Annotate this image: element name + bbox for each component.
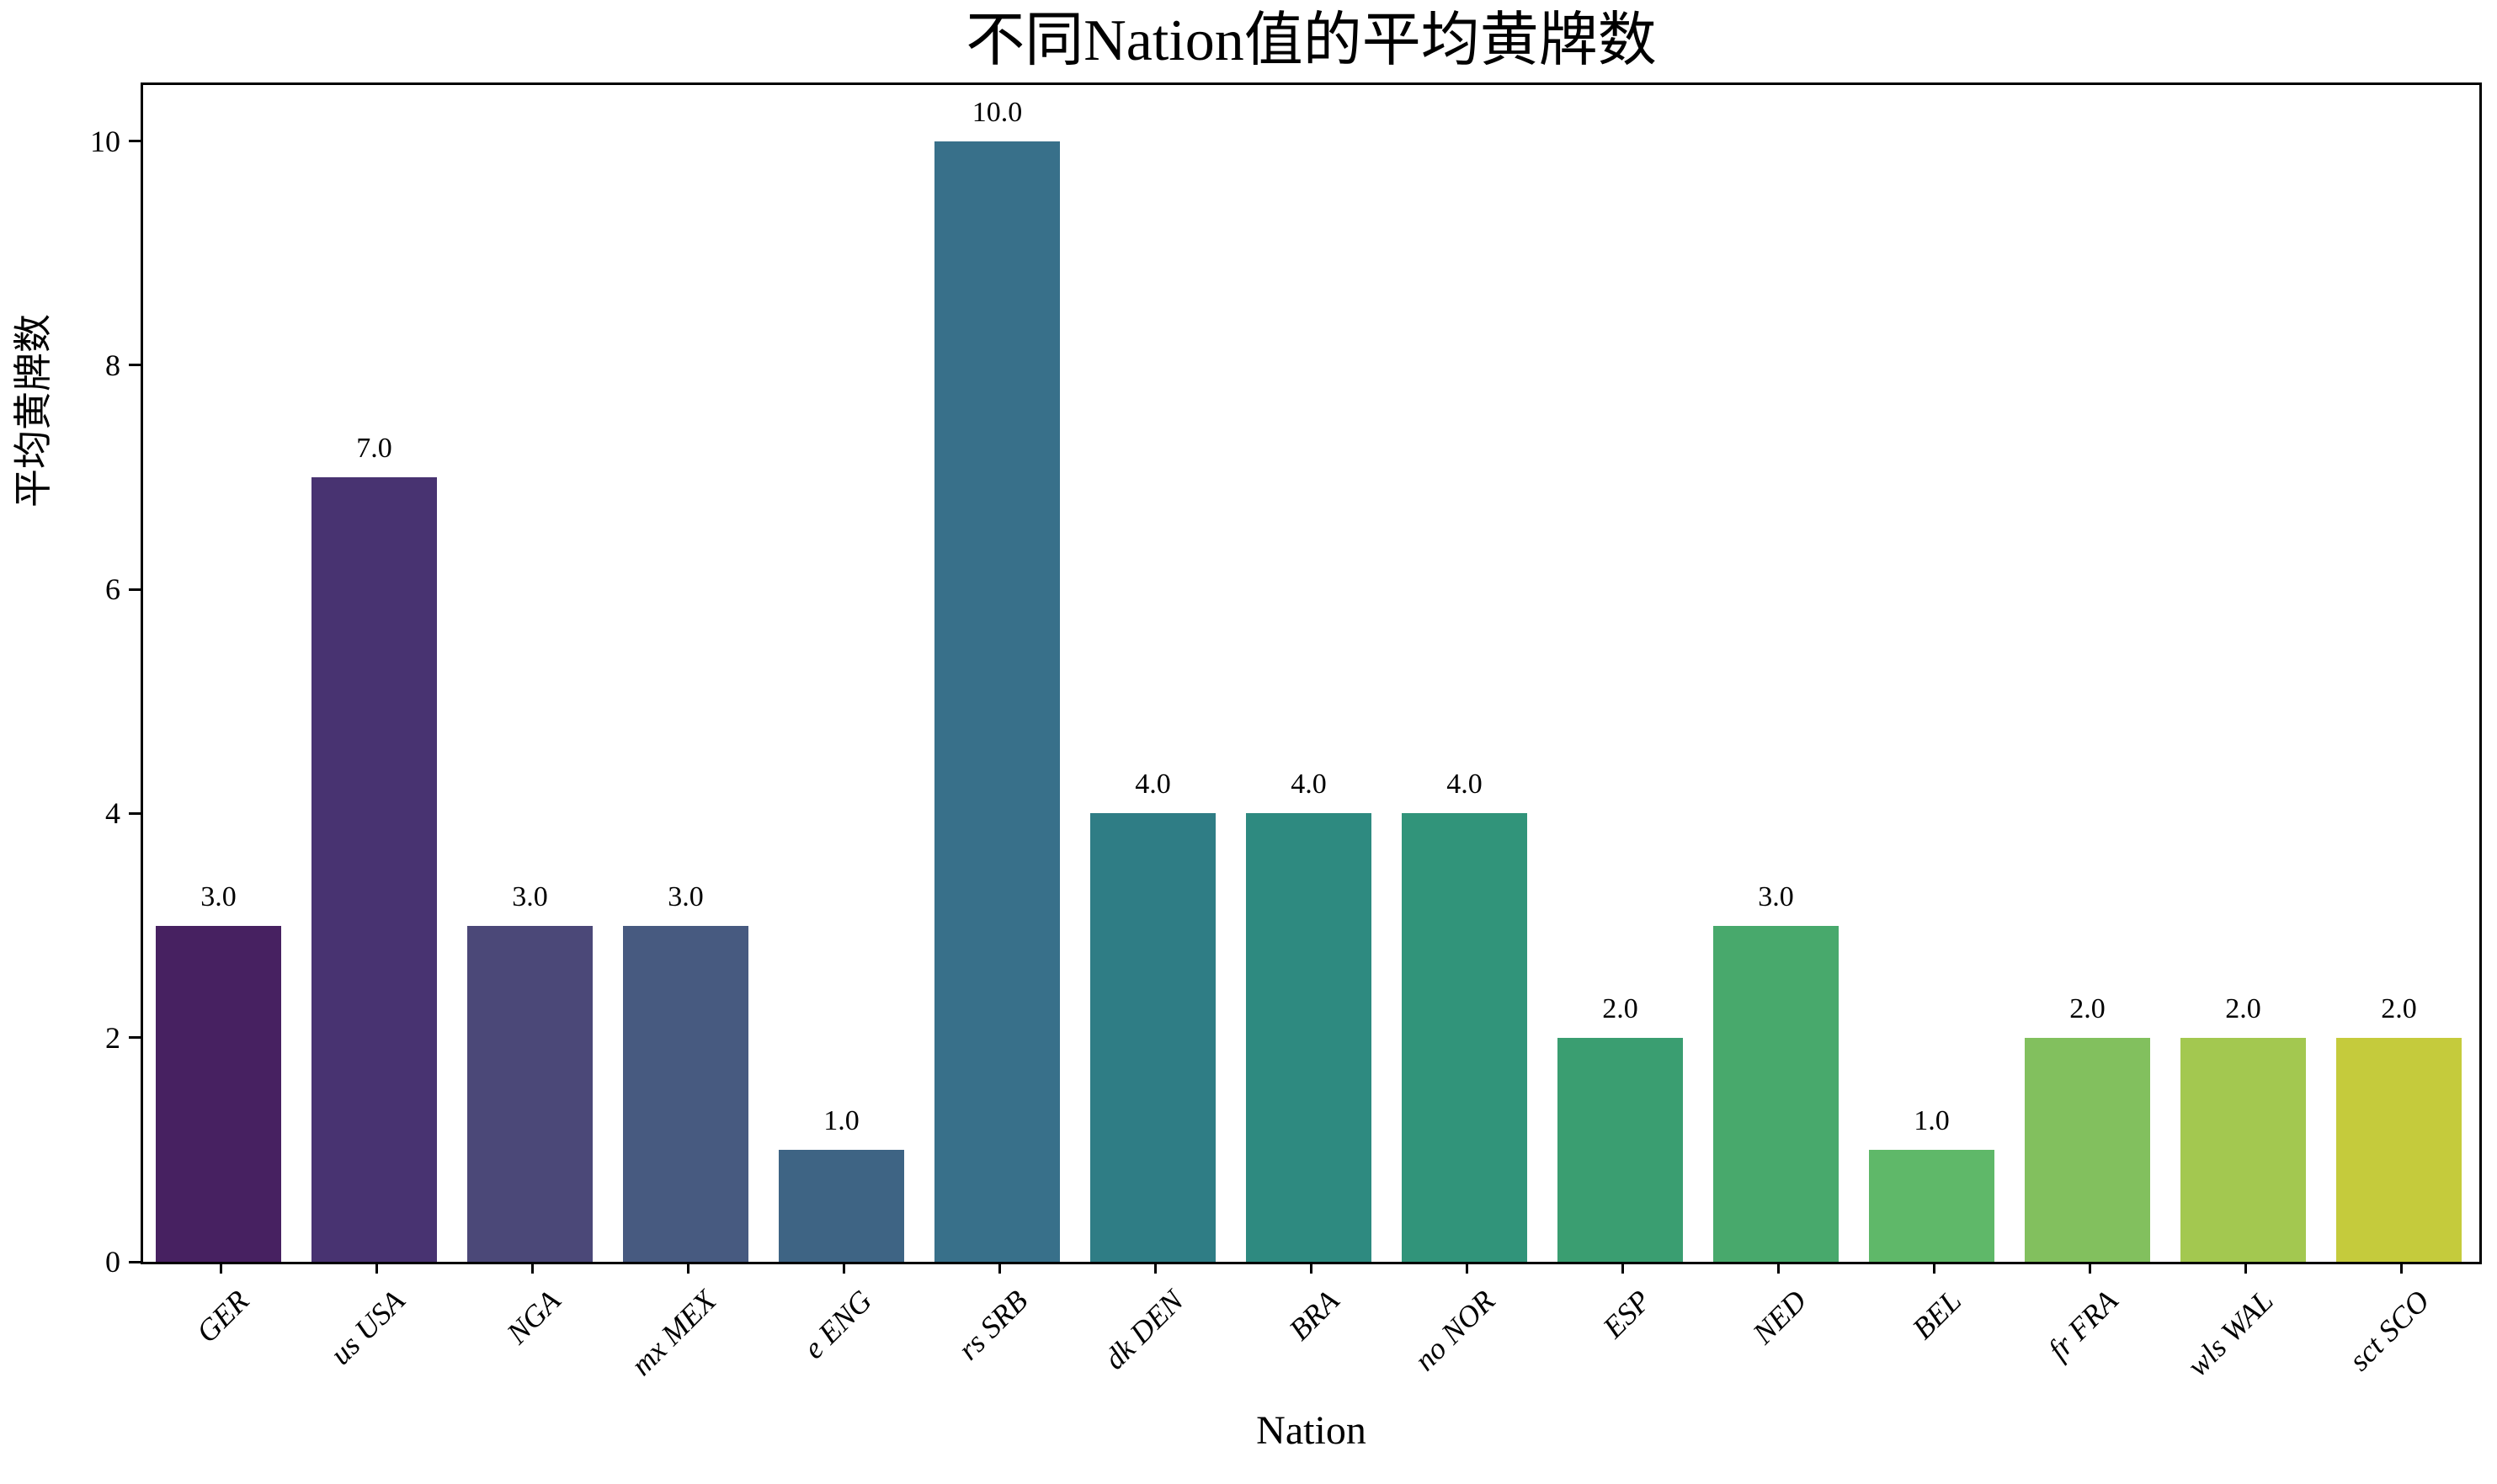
value-label-e ENG: 1.0 bbox=[823, 1104, 860, 1136]
x-tick-BEL bbox=[1933, 1262, 1935, 1274]
x-tick-us USA bbox=[375, 1262, 378, 1274]
bar-fr FRA bbox=[2025, 1037, 2150, 1262]
bar-wls WAL bbox=[2180, 1037, 2306, 1262]
y-tick-2 bbox=[129, 1036, 141, 1040]
x-tick-BRA bbox=[1310, 1262, 1312, 1274]
x-tick-label-NED: NED bbox=[1745, 1284, 1813, 1351]
y-axis-label: 平均黄牌数 bbox=[12, 314, 55, 508]
x-tick-wls WAL bbox=[2244, 1262, 2247, 1274]
value-label-mx MEX: 3.0 bbox=[668, 880, 704, 912]
x-tick-label-GER: GER bbox=[189, 1284, 255, 1349]
y-tick-label-2: 2 bbox=[105, 1020, 120, 1055]
x-tick-no NOR bbox=[1466, 1262, 1468, 1274]
x-tick-e ENG bbox=[843, 1262, 845, 1274]
value-label-BEL: 1.0 bbox=[1914, 1104, 1950, 1136]
y-tick-label-10: 10 bbox=[90, 124, 120, 158]
y-tick-6 bbox=[129, 588, 141, 591]
x-tick-label-mx MEX: mx MEX bbox=[624, 1284, 722, 1382]
x-tick-label-BEL: BEL bbox=[1906, 1284, 1968, 1346]
y-tick-4 bbox=[129, 811, 141, 815]
y-tick-label-8: 8 bbox=[105, 348, 120, 382]
bar-rs SRB bbox=[934, 141, 1060, 1262]
value-label-fr FRA: 2.0 bbox=[2069, 992, 2106, 1024]
x-tick-label-NGA: NGA bbox=[499, 1284, 567, 1351]
chart-title: 不同Nation值的平均黄牌数 bbox=[966, 8, 1657, 73]
x-tick-mx MEX bbox=[687, 1262, 689, 1274]
bar-us USA bbox=[311, 477, 437, 1262]
x-tick-label-e ENG: e ENG bbox=[796, 1284, 878, 1365]
bar-ESP bbox=[1557, 1037, 1683, 1262]
bar-BEL bbox=[1869, 1149, 1994, 1262]
bar-dk DEN bbox=[1090, 813, 1216, 1262]
y-tick-10 bbox=[129, 140, 141, 143]
y-tick-label-4: 4 bbox=[105, 796, 120, 831]
value-label-NGA: 3.0 bbox=[512, 880, 548, 912]
x-tick-dk DEN bbox=[1154, 1262, 1157, 1274]
x-tick-GER bbox=[220, 1262, 222, 1274]
value-label-no NOR: 4.0 bbox=[1446, 769, 1483, 801]
x-axis-label: Nation bbox=[1256, 1408, 1366, 1453]
bar-GER bbox=[156, 925, 281, 1262]
x-tick-label-fr FRA: fr FRA bbox=[2041, 1284, 2124, 1367]
value-label-rs SRB: 10.0 bbox=[972, 96, 1023, 128]
bar-BRA bbox=[1246, 813, 1371, 1262]
x-tick-label-ESP: ESP bbox=[1595, 1284, 1657, 1345]
x-tick-NGA bbox=[531, 1262, 534, 1274]
x-tick-label-sct SCO: sct SCO bbox=[2341, 1284, 2436, 1378]
bar-e ENG bbox=[779, 1149, 904, 1262]
bar-sct SCO bbox=[2336, 1037, 2462, 1262]
x-tick-ESP bbox=[1621, 1262, 1624, 1274]
x-tick-label-wls WAL: wls WAL bbox=[2180, 1284, 2280, 1383]
y-tick-label-6: 6 bbox=[105, 572, 120, 607]
value-label-dk DEN: 4.0 bbox=[1135, 769, 1171, 801]
value-label-sct SCO: 2.0 bbox=[2381, 992, 2417, 1024]
bar-mx MEX bbox=[623, 925, 748, 1262]
value-label-BRA: 4.0 bbox=[1291, 769, 1327, 801]
x-tick-label-no NOR: no NOR bbox=[1407, 1284, 1501, 1378]
y-tick-label-0: 0 bbox=[105, 1245, 120, 1279]
x-tick-label-BRA: BRA bbox=[1281, 1284, 1345, 1347]
x-tick-rs SRB bbox=[998, 1262, 1001, 1274]
x-tick-sct SCO bbox=[2400, 1262, 2403, 1274]
bar-NGA bbox=[467, 925, 593, 1262]
x-tick-label-dk DEN: dk DEN bbox=[1097, 1284, 1190, 1376]
value-label-ESP: 2.0 bbox=[1602, 992, 1638, 1024]
bar-NED bbox=[1713, 925, 1839, 1262]
value-label-wls WAL: 2.0 bbox=[2225, 992, 2261, 1024]
y-tick-8 bbox=[129, 364, 141, 367]
x-tick-label-us USA: us USA bbox=[322, 1284, 411, 1371]
value-label-GER: 3.0 bbox=[200, 880, 237, 912]
y-tick-0 bbox=[129, 1260, 141, 1263]
x-tick-fr FRA bbox=[2089, 1262, 2091, 1274]
plot-area: 3.0 7.0 3.0 3.0 1.0 10.0 4.0 4.0 4.0 2.0 3.0 1.0 2.0… bbox=[141, 82, 2482, 1264]
x-tick-NED bbox=[1777, 1262, 1780, 1274]
value-label-NED: 3.0 bbox=[1758, 880, 1794, 912]
value-label-us USA: 7.0 bbox=[356, 433, 392, 464]
x-tick-label-rs SRB: rs SRB bbox=[950, 1284, 1034, 1367]
bar-no NOR bbox=[1402, 813, 1527, 1262]
